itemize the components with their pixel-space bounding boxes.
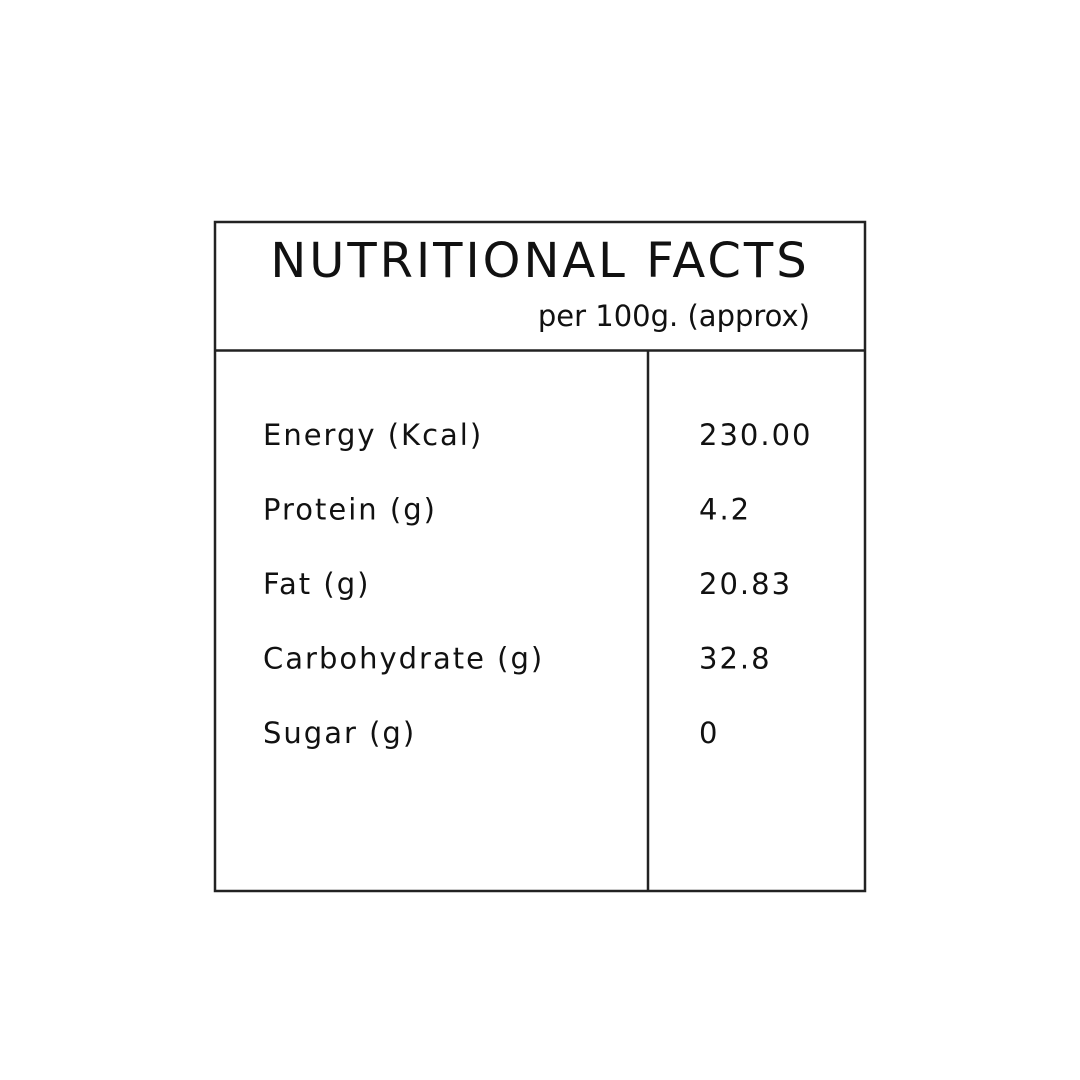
subtitle: per 100g. (approx) [538, 299, 810, 333]
nutrient-value: 4.2 [699, 493, 751, 527]
nutrient-value: 230.00 [699, 418, 812, 452]
nutrient-label: Protein (g) [263, 493, 437, 527]
nutrient-label: Energy (Kcal) [263, 418, 483, 452]
nutrient-value: 20.83 [699, 567, 792, 601]
nutrient-label: Sugar (g) [263, 716, 416, 750]
nutrient-value: 32.8 [699, 642, 772, 676]
rows: Energy (Kcal) 230.00 Protein (g) 4.2 Fat (g)… [263, 418, 812, 750]
nutrient-label: Carbohydrate (g) [263, 642, 544, 676]
title: NUTRITIONAL FACTS [270, 233, 809, 289]
nutrient-value: 0 [699, 716, 719, 750]
table-border [213, 220, 867, 893]
nutrient-label: Fat (g) [263, 567, 370, 601]
